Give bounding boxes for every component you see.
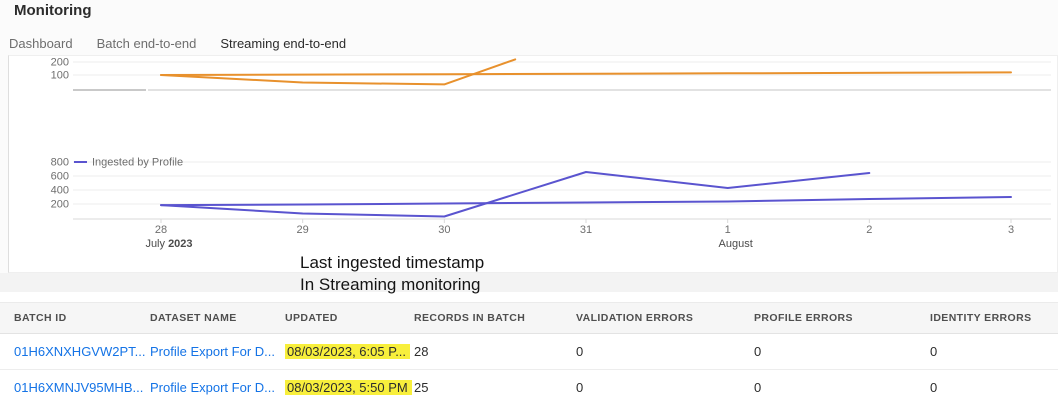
month-label: August <box>719 238 753 250</box>
orange-series-line-b <box>160 58 517 86</box>
legend-ingested-by-profile: Ingested by Profile <box>92 157 183 169</box>
annotation-line-1: Last ingested timestamp <box>300 253 485 272</box>
streaming-charts-panel: 100 200 800 600 400 200 28 29 30 31 1 2 3 July 2023 Au… <box>8 55 1058 273</box>
tab-bar: Dashboard Batch end-to-end Streaming end-t… <box>8 36 348 63</box>
tab-batch-end-to-end[interactable]: Batch end-to-end <box>96 36 197 51</box>
annotation-line-2: In Streaming monitoring <box>300 275 481 294</box>
annotation-text: Last ingested timestamp In Streaming mon… <box>300 252 484 296</box>
table-header-row: BATCH ID DATASET NAME UPDATED RECORDS IN BA… <box>0 302 1058 334</box>
section-divider <box>0 273 1058 292</box>
column-header-updated: UPDATED <box>285 312 338 324</box>
page-title: Monitoring <box>14 2 92 19</box>
identity-errors-value: 0 <box>930 344 938 359</box>
month-label: July 2023 <box>145 238 192 250</box>
column-header-records-in-batch: RECORDS IN BATCH <box>414 312 526 324</box>
x-axis-label: 29 <box>297 224 309 236</box>
dataset-name-link[interactable]: Profile Export For D... <box>150 380 275 395</box>
column-header-identity-errors: IDENTITY ERRORS <box>930 312 1032 324</box>
column-header-dataset-name: DATASET NAME <box>150 312 237 324</box>
x-axis-label: 1 <box>725 224 731 236</box>
x-axis-label: 3 <box>1008 224 1014 236</box>
updated-timestamp: 08/03/2023, 5:50 PM <box>285 380 414 395</box>
dataset-name-link[interactable]: Profile Export For D... <box>150 344 275 359</box>
validation-errors-value: 0 <box>576 344 584 359</box>
y-axis-label: 600 <box>51 171 69 183</box>
table-row: 01H6XNXHGVW2PT... Profile Export For D...… <box>0 334 1058 370</box>
column-header-profile-errors: PROFILE ERRORS <box>754 312 853 324</box>
y-axis-label: 200 <box>51 57 69 69</box>
column-header-validation-errors: VALIDATION ERRORS <box>576 312 694 324</box>
records-in-batch-value: 28 <box>414 344 429 359</box>
x-axis-label: 2 <box>866 224 872 236</box>
purple-series-line-2 <box>160 196 1012 207</box>
tab-dashboard[interactable]: Dashboard <box>9 36 73 51</box>
profile-errors-value: 0 <box>754 380 762 395</box>
x-axis-label: 30 <box>438 224 450 236</box>
profile-errors-value: 0 <box>754 344 762 359</box>
column-header-batch-id: BATCH ID <box>14 312 67 324</box>
y-axis-label: 800 <box>51 157 69 169</box>
x-axis-label: 31 <box>580 224 592 236</box>
batches-table: BATCH ID DATASET NAME UPDATED RECORDS IN BA… <box>0 302 1058 405</box>
x-axis-label: 28 <box>155 224 167 236</box>
purple-series-line-1 <box>160 171 871 218</box>
records-in-batch-value: 25 <box>414 380 429 395</box>
y-axis-label: 100 <box>51 70 69 82</box>
batch-id-link[interactable]: 01H6XMNJV95MHB... <box>14 380 144 395</box>
y-axis-label: 400 <box>51 185 69 197</box>
table-body: 01H6XNXHGVW2PT... Profile Export For D...… <box>0 334 1058 405</box>
updated-timestamp: 08/03/2023, 6:05 P... <box>285 344 414 359</box>
y-axis-label: 200 <box>51 199 69 211</box>
identity-errors-value: 0 <box>930 380 938 395</box>
orange-series-line-a <box>160 71 1012 76</box>
validation-errors-value: 0 <box>576 380 584 395</box>
batch-id-link[interactable]: 01H6XNXHGVW2PT... <box>14 344 146 359</box>
table-row: 01H6XMNJV95MHB... Profile Export For D...… <box>0 370 1058 405</box>
